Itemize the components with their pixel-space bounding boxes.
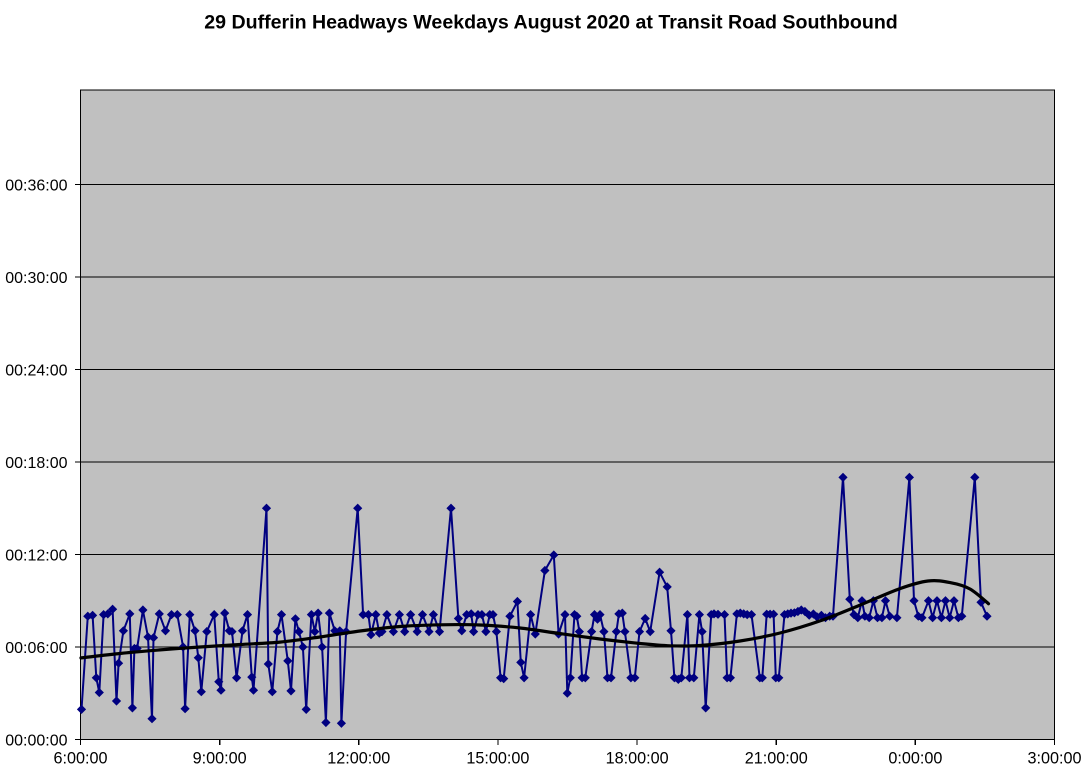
- svg-text:15:00:00: 15:00:00: [466, 750, 529, 768]
- svg-text:00:06:00: 00:06:00: [5, 640, 67, 657]
- svg-text:9:00:00: 9:00:00: [193, 750, 247, 768]
- svg-text:00:36:00: 00:36:00: [5, 177, 67, 194]
- svg-text:3:00:00: 3:00:00: [1027, 750, 1081, 768]
- svg-text:00:24:00: 00:24:00: [5, 362, 67, 379]
- svg-text:00:18:00: 00:18:00: [5, 455, 67, 472]
- svg-text:6:00:00: 6:00:00: [53, 750, 107, 768]
- svg-text:18:00:00: 18:00:00: [606, 750, 669, 768]
- svg-text:00:30:00: 00:30:00: [5, 270, 67, 287]
- svg-text:12:00:00: 12:00:00: [327, 750, 390, 768]
- svg-text:29 Dufferin Headways Weekdays: 29 Dufferin Headways Weekdays August 202…: [204, 12, 898, 34]
- svg-text:21:00:00: 21:00:00: [745, 750, 808, 768]
- svg-text:00:12:00: 00:12:00: [5, 547, 67, 564]
- svg-text:00:00:00: 00:00:00: [5, 732, 67, 749]
- svg-text:0:00:00: 0:00:00: [888, 750, 942, 768]
